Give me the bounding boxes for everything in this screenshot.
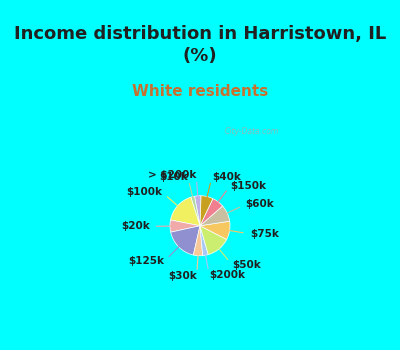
Text: Income distribution in Harristown, IL
(%): Income distribution in Harristown, IL (%… xyxy=(14,25,386,65)
Wedge shape xyxy=(191,196,200,226)
Wedge shape xyxy=(200,221,230,239)
Text: $200k: $200k xyxy=(209,270,245,280)
Text: $60k: $60k xyxy=(246,199,274,209)
Wedge shape xyxy=(200,226,208,256)
Wedge shape xyxy=(193,226,203,256)
Text: $20k: $20k xyxy=(121,221,150,231)
Text: $75k: $75k xyxy=(250,229,279,239)
Text: $10k: $10k xyxy=(159,172,188,182)
Wedge shape xyxy=(194,196,201,226)
Wedge shape xyxy=(200,226,227,254)
Text: City-Data.com: City-Data.com xyxy=(224,127,279,136)
Text: $125k: $125k xyxy=(128,256,164,266)
Wedge shape xyxy=(200,199,222,226)
Text: > $200k: > $200k xyxy=(148,170,196,181)
Text: $40k: $40k xyxy=(212,172,241,182)
Wedge shape xyxy=(200,206,230,226)
Text: $150k: $150k xyxy=(230,181,266,190)
Text: White residents: White residents xyxy=(132,84,268,99)
Wedge shape xyxy=(170,197,200,226)
Text: $100k: $100k xyxy=(126,187,162,197)
Wedge shape xyxy=(171,226,200,255)
Text: $30k: $30k xyxy=(168,271,197,281)
Wedge shape xyxy=(170,220,200,232)
Wedge shape xyxy=(200,196,213,226)
Text: $50k: $50k xyxy=(232,260,261,270)
